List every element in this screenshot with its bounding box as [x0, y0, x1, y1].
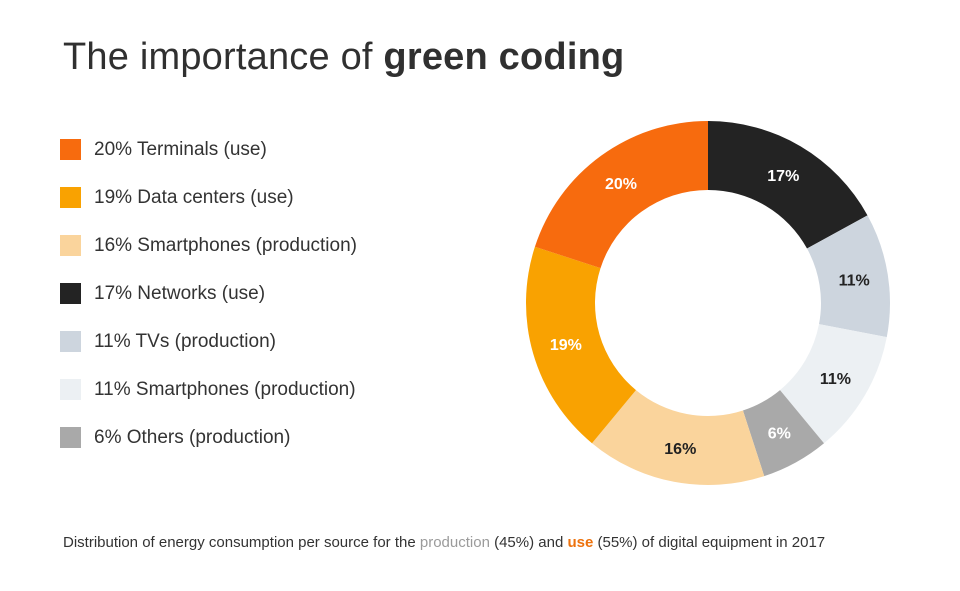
- donut-segment-label: 16%: [664, 441, 696, 458]
- legend-item: 17% Networks (use): [60, 282, 357, 305]
- legend-swatch-icon: [60, 139, 81, 160]
- donut-segment: [742, 390, 825, 477]
- chart-legend: 20% Terminals (use) 19% Data centers (use…: [60, 138, 357, 449]
- page-title-bold: green coding: [383, 36, 625, 78]
- donut-chart: 17% 11% 11% 6% 16% 19% 20%: [518, 113, 898, 493]
- donut-segment: [526, 246, 636, 444]
- legend-item: 20% Terminals (use): [60, 138, 357, 161]
- legend-item-label: 6% Others (production): [94, 426, 291, 448]
- legend-item-label: 17% Networks (use): [94, 282, 266, 304]
- legend-swatch-icon: [60, 187, 81, 208]
- caption: Distribution of energy consumption per s…: [63, 534, 825, 551]
- legend-item: 16% Smartphones (production): [60, 234, 357, 257]
- legend-item-label: 11% TVs (production): [94, 330, 276, 352]
- legend-item-label: 20% Terminals (use): [94, 138, 267, 160]
- donut-segment: [708, 121, 868, 249]
- legend-swatch-icon: [60, 427, 81, 448]
- legend-item: 11% Smartphones (production): [60, 378, 357, 401]
- legend-item-label: 16% Smartphones (production): [94, 234, 357, 256]
- page-title-regular: The importance of: [63, 36, 384, 78]
- legend-item-label: 19% Data centers (use): [94, 186, 294, 208]
- donut-segment-label: 6%: [768, 425, 791, 442]
- donut-segment-label: 11%: [820, 371, 851, 388]
- donut-segment: [780, 324, 887, 444]
- donut-segment: [807, 215, 891, 338]
- donut-segment: [591, 390, 765, 485]
- donut-segment-label: 20%: [605, 176, 637, 193]
- caption-part2: (45%) and: [489, 534, 568, 551]
- caption-part3: (55%) of digital equipment in 2017: [593, 534, 826, 551]
- caption-production-word: production: [419, 534, 490, 551]
- legend-item-label: 11% Smartphones (production): [94, 378, 356, 400]
- caption-use-word: use: [567, 534, 594, 551]
- legend-item: 11% TVs (production): [60, 330, 357, 353]
- donut-segment-label: 19%: [550, 337, 582, 354]
- legend-item: 19% Data centers (use): [60, 186, 357, 209]
- legend-swatch-icon: [60, 283, 81, 304]
- caption-part1: Distribution of energy consumption per s…: [63, 534, 420, 551]
- donut-chart-svg: 17% 11% 11% 6% 16% 19% 20%: [526, 121, 891, 485]
- legend-item: 6% Others (production): [60, 426, 357, 449]
- donut-segment-label: 17%: [767, 168, 799, 185]
- page-title: The importance of green coding: [63, 36, 624, 79]
- legend-swatch-icon: [60, 235, 81, 256]
- donut-segment-label: 11%: [839, 272, 870, 289]
- legend-swatch-icon: [60, 331, 81, 352]
- legend-swatch-icon: [60, 379, 81, 400]
- donut-segment: [534, 121, 708, 269]
